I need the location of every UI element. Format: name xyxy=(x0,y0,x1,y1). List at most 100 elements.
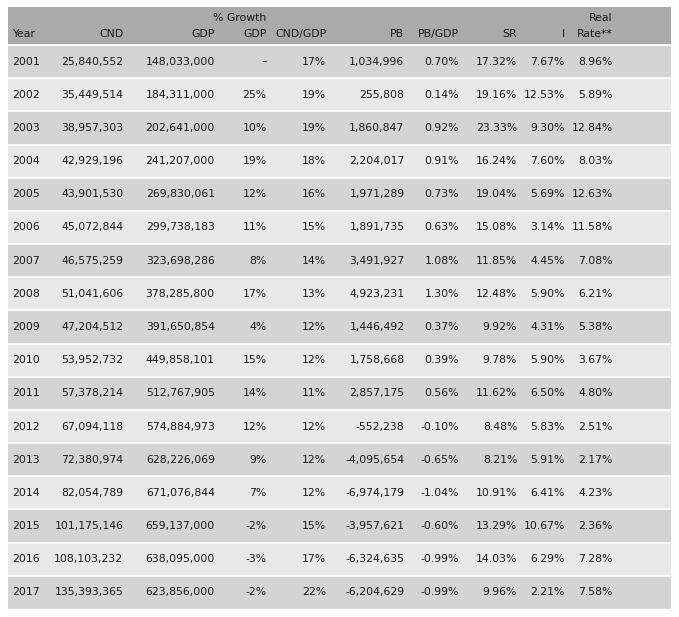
Text: 2,857,175: 2,857,175 xyxy=(349,388,405,399)
Bar xyxy=(8,178,671,211)
Text: 2008: 2008 xyxy=(12,289,40,299)
Text: PB: PB xyxy=(390,30,405,39)
Text: 82,054,789: 82,054,789 xyxy=(61,488,124,498)
Text: 7.58%: 7.58% xyxy=(579,587,612,597)
Text: 0.73%: 0.73% xyxy=(424,189,459,199)
Text: 8.21%: 8.21% xyxy=(483,455,517,465)
Text: 659,137,000: 659,137,000 xyxy=(145,521,215,531)
Text: 11.58%: 11.58% xyxy=(572,223,612,233)
Text: 14%: 14% xyxy=(302,255,326,266)
Text: I: I xyxy=(562,30,565,39)
Text: -2%: -2% xyxy=(245,521,267,531)
Text: -0.65%: -0.65% xyxy=(420,455,459,465)
Text: 2009: 2009 xyxy=(12,322,40,332)
Text: 23.33%: 23.33% xyxy=(476,123,517,133)
Text: 2.36%: 2.36% xyxy=(579,521,612,531)
Text: -552,238: -552,238 xyxy=(356,421,405,431)
Bar xyxy=(8,576,671,609)
Text: 2005: 2005 xyxy=(12,189,40,199)
Text: 1,446,492: 1,446,492 xyxy=(349,322,405,332)
Text: CND: CND xyxy=(99,30,124,39)
Text: 0.63%: 0.63% xyxy=(424,223,459,233)
Text: 11%: 11% xyxy=(242,223,267,233)
Text: 14.03%: 14.03% xyxy=(476,554,517,564)
Text: 16.24%: 16.24% xyxy=(476,156,517,166)
Text: 15%: 15% xyxy=(302,223,326,233)
Text: 11.62%: 11.62% xyxy=(476,388,517,399)
Text: 12%: 12% xyxy=(242,421,267,431)
Text: 1,971,289: 1,971,289 xyxy=(349,189,405,199)
Text: 574,884,973: 574,884,973 xyxy=(146,421,215,431)
Text: 7%: 7% xyxy=(249,488,267,498)
Text: -0.60%: -0.60% xyxy=(420,521,459,531)
Text: 18%: 18% xyxy=(302,156,326,166)
Bar xyxy=(8,244,671,277)
Text: Real: Real xyxy=(589,14,612,23)
Text: 1.08%: 1.08% xyxy=(424,255,459,266)
Text: 12.63%: 12.63% xyxy=(572,189,612,199)
Text: 5.83%: 5.83% xyxy=(530,421,565,431)
Text: 323,698,286: 323,698,286 xyxy=(146,255,215,266)
Text: 13.29%: 13.29% xyxy=(476,521,517,531)
Text: 12%: 12% xyxy=(302,488,326,498)
Text: 17.32%: 17.32% xyxy=(476,57,517,67)
Text: 42,929,196: 42,929,196 xyxy=(61,156,124,166)
Text: 11%: 11% xyxy=(302,388,326,399)
Text: 4,923,231: 4,923,231 xyxy=(349,289,405,299)
Text: 19.04%: 19.04% xyxy=(476,189,517,199)
Text: 13%: 13% xyxy=(302,289,326,299)
Text: 7.08%: 7.08% xyxy=(578,255,612,266)
Bar xyxy=(8,310,671,344)
Text: 7.28%: 7.28% xyxy=(579,554,612,564)
Text: -3%: -3% xyxy=(245,554,267,564)
Text: 15%: 15% xyxy=(242,355,267,365)
Text: 22%: 22% xyxy=(302,587,326,597)
Text: 2.51%: 2.51% xyxy=(579,421,612,431)
Text: 19%: 19% xyxy=(302,123,326,133)
Text: 51,041,606: 51,041,606 xyxy=(61,289,124,299)
Text: 12%: 12% xyxy=(302,455,326,465)
Text: PB/GDP: PB/GDP xyxy=(418,30,459,39)
Text: 17%: 17% xyxy=(302,57,326,67)
Text: 16%: 16% xyxy=(302,189,326,199)
Text: 12%: 12% xyxy=(242,189,267,199)
Text: 5.89%: 5.89% xyxy=(579,89,612,100)
Bar xyxy=(8,476,671,510)
Text: 9.30%: 9.30% xyxy=(530,123,565,133)
Text: 12.84%: 12.84% xyxy=(572,123,612,133)
Text: 5.90%: 5.90% xyxy=(530,289,565,299)
Text: 4.23%: 4.23% xyxy=(579,488,612,498)
Text: 9%: 9% xyxy=(249,455,267,465)
Text: Rate**: Rate** xyxy=(577,30,612,39)
Text: 8.48%: 8.48% xyxy=(483,421,517,431)
Text: 671,076,844: 671,076,844 xyxy=(146,488,215,498)
Text: -6,204,629: -6,204,629 xyxy=(346,587,405,597)
Text: 3,491,927: 3,491,927 xyxy=(349,255,405,266)
Text: 8.96%: 8.96% xyxy=(579,57,612,67)
Text: 4%: 4% xyxy=(249,322,267,332)
Text: 0.70%: 0.70% xyxy=(424,57,459,67)
Text: 6.50%: 6.50% xyxy=(530,388,565,399)
Text: 12%: 12% xyxy=(302,355,326,365)
Text: 0.37%: 0.37% xyxy=(424,322,459,332)
Text: 9.78%: 9.78% xyxy=(483,355,517,365)
Bar xyxy=(8,443,671,476)
Text: 2007: 2007 xyxy=(12,255,40,266)
Text: -0.99%: -0.99% xyxy=(420,587,459,597)
Text: 449,858,101: 449,858,101 xyxy=(146,355,215,365)
Text: GDP: GDP xyxy=(243,30,267,39)
Text: 2014: 2014 xyxy=(12,488,39,498)
Text: Year: Year xyxy=(12,30,35,39)
Text: -6,974,179: -6,974,179 xyxy=(346,488,405,498)
Text: 2,204,017: 2,204,017 xyxy=(349,156,405,166)
Text: 25%: 25% xyxy=(242,89,267,100)
Text: 623,856,000: 623,856,000 xyxy=(145,587,215,597)
Text: 1,034,996: 1,034,996 xyxy=(349,57,405,67)
Text: 9.92%: 9.92% xyxy=(483,322,517,332)
Text: 2016: 2016 xyxy=(12,554,39,564)
Text: 3.14%: 3.14% xyxy=(530,223,565,233)
Text: 202,641,000: 202,641,000 xyxy=(145,123,215,133)
Text: 2013: 2013 xyxy=(12,455,39,465)
Text: 43,901,530: 43,901,530 xyxy=(61,189,124,199)
Text: 57,378,214: 57,378,214 xyxy=(61,388,124,399)
